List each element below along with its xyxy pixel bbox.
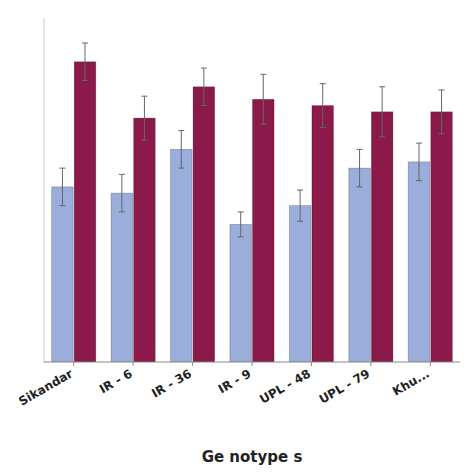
error-bar xyxy=(178,131,184,169)
bar xyxy=(431,112,453,362)
bar xyxy=(253,99,275,362)
y-axis-line xyxy=(44,18,45,362)
x-tick-label: UPL - 79 xyxy=(317,366,373,406)
bar xyxy=(134,118,156,362)
error-bar xyxy=(260,74,266,124)
bar xyxy=(289,206,311,362)
error-bar xyxy=(59,168,65,206)
bar xyxy=(74,62,96,362)
x-tick xyxy=(133,362,134,366)
error-bar xyxy=(119,174,125,212)
x-tick-label: IR - 36 xyxy=(149,366,194,400)
error-bars-0 xyxy=(59,131,422,237)
bar xyxy=(230,224,252,362)
axes: Sikandar IR - 6 IR - 36 IR - 9UPL - 48UPL -… xyxy=(16,18,460,409)
bar xyxy=(170,149,192,362)
error-bar xyxy=(238,212,244,237)
x-tick-label: UPL - 48 xyxy=(257,366,313,406)
error-bars-1 xyxy=(82,43,445,140)
bar xyxy=(111,193,133,362)
bar xyxy=(408,162,430,362)
bar xyxy=(312,106,334,362)
marks xyxy=(52,43,453,362)
error-bar xyxy=(141,96,147,140)
x-tick xyxy=(370,362,371,366)
error-bar xyxy=(416,143,422,181)
error-bar xyxy=(320,84,326,128)
bar xyxy=(193,87,215,362)
chart-container: Sikandar IR - 6 IR - 36 IR - 9UPL - 48UPL -… xyxy=(0,0,474,474)
error-bar xyxy=(82,43,88,81)
bar xyxy=(52,187,74,362)
bar xyxy=(371,112,393,362)
error-bar xyxy=(297,190,303,221)
bar xyxy=(349,168,371,362)
x-tick-label: IR - 6 xyxy=(97,366,135,396)
x-tick xyxy=(73,362,74,366)
error-bar xyxy=(357,149,363,187)
x-axis-label: Ge notype s xyxy=(202,448,303,466)
x-tick-label: Sikandar xyxy=(16,366,75,408)
x-tick xyxy=(252,362,253,366)
error-bar xyxy=(379,87,385,137)
error-bar xyxy=(439,90,445,134)
x-tick-label: IR - 9 xyxy=(216,366,254,396)
x-tick xyxy=(311,362,312,366)
chart: Sikandar IR - 6 IR - 36 IR - 9UPL - 48UPL -… xyxy=(0,0,474,474)
x-tick xyxy=(192,362,193,366)
error-bar xyxy=(201,68,207,106)
x-tick xyxy=(430,362,431,366)
series-1 xyxy=(74,62,452,362)
x-tick-label: Khu... xyxy=(390,366,432,398)
